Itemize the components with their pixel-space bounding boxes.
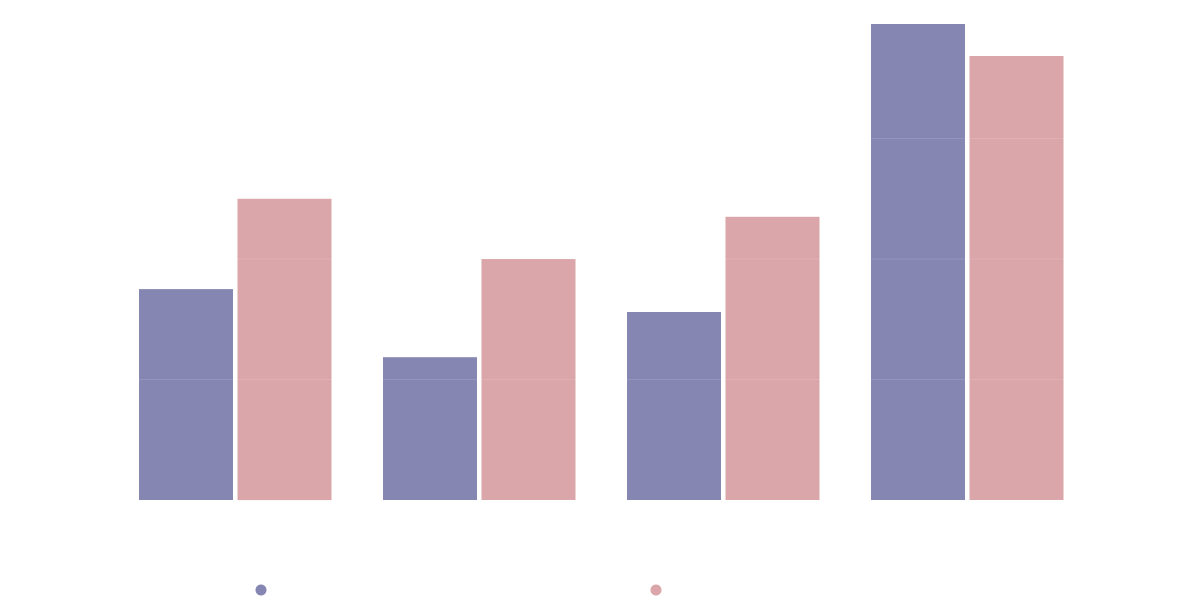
bars-layer [139, 24, 1064, 501]
legend-marker-2[interactable] [650, 584, 662, 596]
bar-s2-c2 [481, 259, 576, 500]
bar-s1-c3 [627, 312, 721, 500]
bar-s2-c3 [725, 216, 820, 501]
legend [255, 584, 662, 596]
bar-s1-c4 [871, 24, 965, 500]
bar-s1-c1 [139, 289, 233, 500]
bar-s2-c1 [237, 198, 332, 501]
legend-marker-1[interactable] [255, 584, 267, 596]
bar-s1-c2 [383, 357, 477, 500]
bar-s2-c4 [969, 56, 1064, 500]
gridlines [120, 138, 1080, 380]
